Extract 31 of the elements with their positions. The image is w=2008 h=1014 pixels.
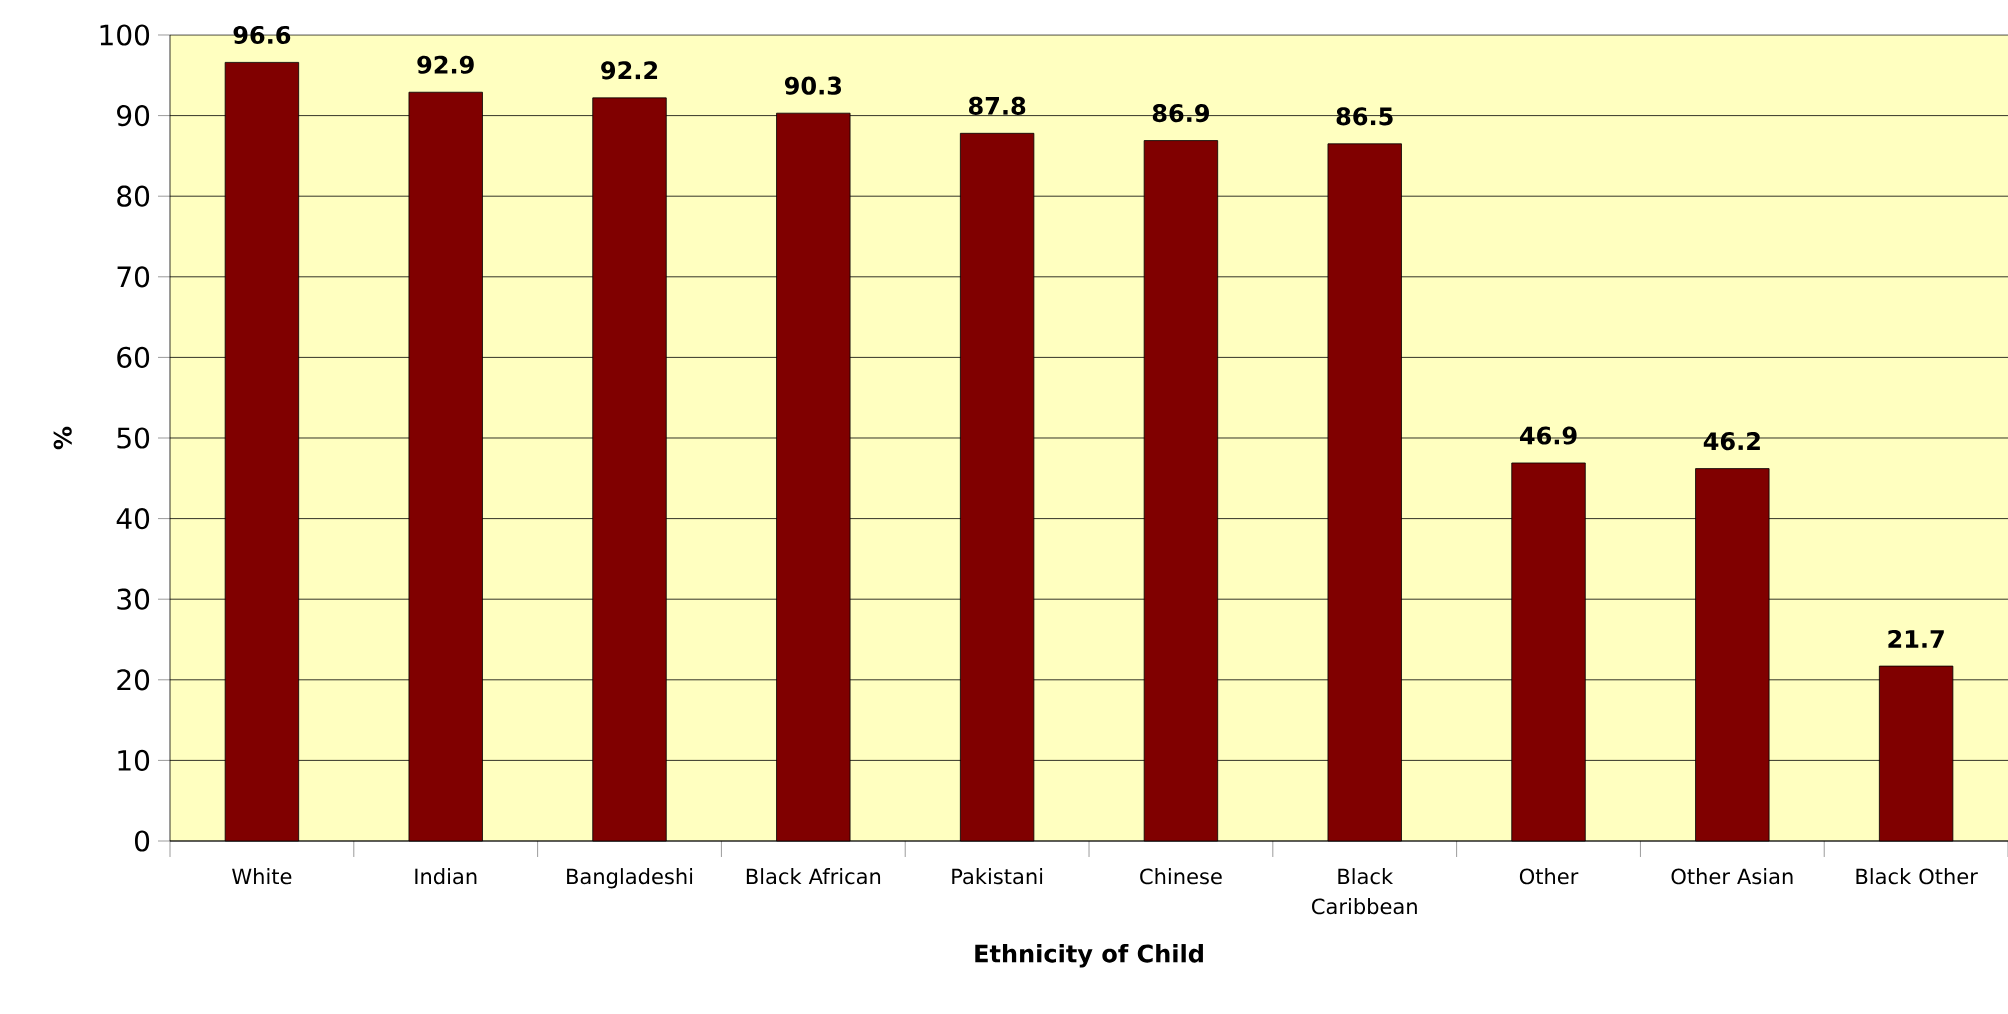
data-label: 92.9 (417, 55, 474, 74)
data-label: 96.6 (233, 25, 291, 45)
x-tick-label: Pakistani (952, 868, 1043, 885)
y-tick-label: 100 (100, 24, 150, 46)
y-tick-label: 10 (118, 749, 150, 771)
y-tick-label: 0 (134, 830, 150, 852)
x-tick-label: Other Asian (1671, 868, 1793, 885)
y-tick-label: 70 (117, 266, 150, 288)
x-tick-label: Black African (746, 868, 881, 885)
y-tick-label: 30 (117, 588, 150, 610)
data-label: 21.7 (1888, 629, 1944, 648)
data-label: 46.9 (1519, 426, 1577, 445)
y-axis-title: % (53, 426, 72, 450)
data-label: 92.2 (601, 61, 658, 80)
y-tick-label: 40 (116, 507, 150, 530)
x-tick-label: Black Caribbean (1312, 868, 1417, 915)
x-axis-title: Ethnicity of Child (975, 944, 1203, 968)
data-label: 46.2 (1703, 432, 1760, 451)
y-tick-label: 90 (117, 104, 150, 127)
x-tick-label: Other (1519, 868, 1579, 885)
y-tick-label: 50 (117, 427, 150, 449)
x-tick-label: Chinese (1140, 868, 1222, 885)
y-tick-label: 80 (117, 185, 150, 207)
x-tick-label: Black Other (1856, 868, 1978, 885)
x-tick-label: Bangladeshi (567, 868, 693, 889)
y-tick-label: 60 (117, 346, 150, 368)
data-label: 87.8 (968, 96, 1026, 115)
data-label: 90.3 (784, 76, 842, 95)
y-tick-label: 20 (117, 669, 150, 691)
x-tick-label: White (232, 868, 292, 885)
x-tick-label: Indian (415, 868, 477, 885)
